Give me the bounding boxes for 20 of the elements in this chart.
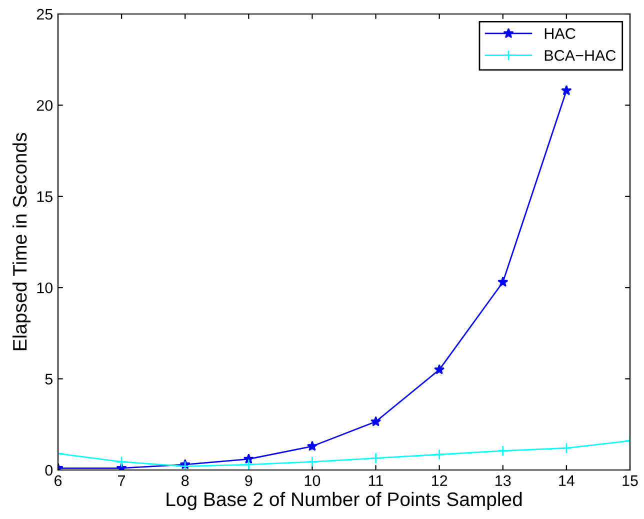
- y-tick-label: 25: [36, 8, 52, 20]
- x-tick-label: 13: [496, 475, 511, 486]
- y-tick-label: 20: [36, 100, 53, 111]
- x-tick-label: 14: [559, 475, 574, 486]
- x-tick-label: 8: [182, 475, 189, 486]
- x-tick-label: 7: [118, 475, 126, 486]
- x-tick-label: 6: [54, 475, 62, 486]
- y-tick-label: 10: [37, 282, 53, 294]
- x-tick-label: 10: [304, 475, 320, 486]
- y-tick-label: 5: [45, 374, 52, 384]
- x-tick-label: 12: [432, 475, 448, 486]
- x-tick-label: 15: [622, 475, 638, 486]
- y-tick-label: 0: [45, 464, 53, 476]
- x-axis-title: Log Base 2 of Number of Points Sampled: [166, 492, 522, 510]
- legend-label: BCA−HAC: [544, 50, 616, 61]
- x-tick-label: 11: [369, 475, 383, 486]
- x-tick-label: 9: [245, 475, 252, 486]
- legend-label: HAC: [544, 28, 576, 39]
- y-axis-title: Elapsed Time in Seconds: [12, 132, 31, 350]
- y-tick-label: 15: [37, 191, 52, 202]
